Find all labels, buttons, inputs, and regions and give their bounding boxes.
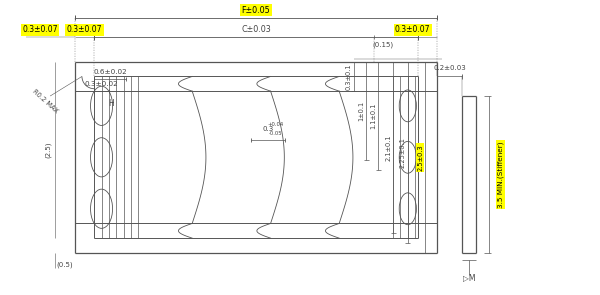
Text: ▷M: ▷M xyxy=(463,273,475,282)
Text: 0.3±0.07: 0.3±0.07 xyxy=(395,25,430,35)
Text: 2.1±0.1: 2.1±0.1 xyxy=(385,134,391,161)
Text: 0.3: 0.3 xyxy=(263,126,274,132)
Text: F±0.05: F±0.05 xyxy=(242,6,270,15)
Text: 0.3±0.07: 0.3±0.07 xyxy=(67,25,102,35)
Text: (0.5): (0.5) xyxy=(56,262,73,268)
Text: (2.5): (2.5) xyxy=(44,142,51,158)
Text: 2.5±0.3: 2.5±0.3 xyxy=(417,144,423,171)
Text: R0.2 MAX: R0.2 MAX xyxy=(31,88,59,114)
Text: 1±0.1: 1±0.1 xyxy=(358,101,364,121)
Text: +0.04: +0.04 xyxy=(268,122,284,127)
Text: 0.3±0.02: 0.3±0.02 xyxy=(85,81,118,87)
Text: H: H xyxy=(109,99,114,108)
Text: -0.05: -0.05 xyxy=(269,131,283,136)
Text: C±0.03: C±0.03 xyxy=(241,25,271,35)
Text: 2.25±0.1: 2.25±0.1 xyxy=(400,137,406,168)
Text: (0.15): (0.15) xyxy=(373,41,394,48)
Text: 1.1±0.1: 1.1±0.1 xyxy=(371,102,377,129)
Text: 0.6±0.02: 0.6±0.02 xyxy=(93,68,127,75)
Text: 0.2±0.03: 0.2±0.03 xyxy=(433,65,466,71)
Text: 0.3±0.07: 0.3±0.07 xyxy=(23,25,58,35)
Text: 3.5 MIN.(Stiffener): 3.5 MIN.(Stiffener) xyxy=(497,141,504,208)
Text: 0.3±0.1: 0.3±0.1 xyxy=(346,63,352,90)
